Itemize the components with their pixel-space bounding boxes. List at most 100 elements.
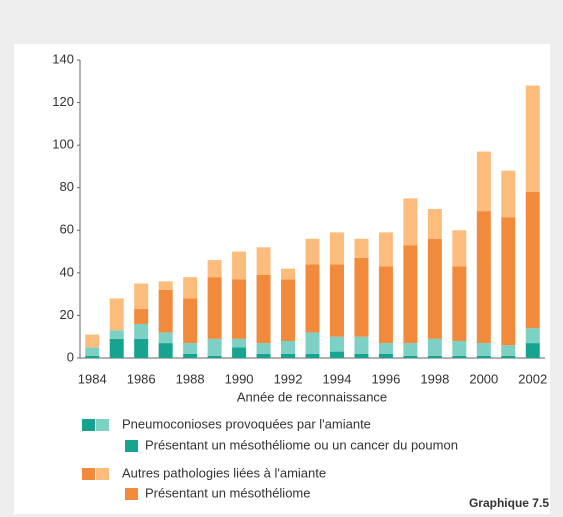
bar-segment (501, 217, 516, 346)
bar-segment (158, 281, 173, 290)
bar-segment (525, 343, 540, 358)
y-tick-label: 20 (60, 307, 74, 322)
y-tick-label: 60 (60, 222, 74, 237)
bar-segment (525, 328, 540, 344)
bar-segment (354, 238, 369, 258)
bar-segment (305, 332, 320, 354)
note: Graphique 7.5 (469, 496, 549, 510)
y-tick-label: 0 (67, 349, 74, 364)
bar-segment (305, 353, 320, 358)
bar-segment (134, 283, 149, 310)
bar-segment (85, 355, 100, 358)
bar-segment (183, 353, 198, 358)
bar-segment (378, 266, 393, 344)
bar-segment (256, 247, 271, 275)
bar-segment (183, 277, 198, 299)
bar-segment (232, 338, 247, 348)
legend-swatch (125, 440, 138, 452)
bar-segment (452, 355, 467, 358)
bar-segment (427, 209, 442, 239)
bar-segment (403, 245, 418, 344)
bar-segment (158, 289, 173, 333)
bar-segment (525, 191, 540, 329)
x-tick-label: 2002 (518, 371, 547, 386)
bar-segment (134, 323, 149, 339)
bar-segment (501, 170, 516, 218)
bar-segment (158, 332, 173, 344)
legend-label: Pneumoconioses provoquées par l'amiante (122, 416, 371, 431)
bar-segment (207, 355, 222, 358)
bar-segment (183, 298, 198, 344)
y-tick-label: 120 (52, 94, 74, 109)
bar-segment (207, 260, 222, 278)
bar-segment (305, 264, 320, 333)
x-axis-label: Année de reconnaissance (237, 389, 387, 404)
bar-segment (281, 340, 296, 354)
bar-segment (329, 232, 344, 265)
x-tick-label: 1990 (225, 371, 254, 386)
bar-segment (378, 353, 393, 358)
legend-swatch (125, 488, 138, 500)
bar-segment (183, 343, 198, 354)
legend-label: Autres pathologies liées à l'amiante (122, 465, 326, 480)
y-tick-label: 140 (52, 51, 74, 66)
bar-segment (501, 355, 516, 358)
bar-segment (109, 298, 124, 331)
bar-segment (476, 211, 491, 344)
bar-segment (354, 336, 369, 354)
bar-segment (329, 336, 344, 352)
bar-segment (329, 264, 344, 337)
x-tick-label: 1996 (371, 371, 400, 386)
legend-swatch (82, 468, 95, 480)
bar-segment (354, 353, 369, 358)
x-tick-label: 1994 (323, 371, 352, 386)
bar-segment (256, 274, 271, 344)
legend-label: Présentant un mésothéliome ou un cancer … (145, 437, 458, 452)
bar-segment (329, 351, 344, 358)
bar-segment (281, 353, 296, 358)
bar-segment (109, 338, 124, 358)
bar-segment (232, 347, 247, 358)
x-tick-label: 1984 (78, 371, 107, 386)
bar-segment (403, 198, 418, 246)
bar-segment (85, 334, 100, 348)
bar-segment (134, 309, 149, 324)
legend-swatch (96, 468, 109, 480)
bar-segment (476, 343, 491, 356)
legend-swatch (82, 419, 95, 431)
bar-segment (501, 345, 516, 356)
bar-segment (354, 257, 369, 337)
bar-segment (476, 355, 491, 358)
bar-segment (256, 353, 271, 358)
x-tick-label: 1998 (420, 371, 449, 386)
bar-segment (452, 230, 467, 267)
bar-segment (281, 279, 296, 341)
bar-segment (232, 251, 247, 280)
bar-segment (476, 151, 491, 212)
legend-swatch (96, 419, 109, 431)
bar-segment (427, 238, 442, 339)
bar-segment (378, 343, 393, 354)
bar-segment (207, 338, 222, 356)
bar-segment (452, 340, 467, 356)
x-tick-label: 1986 (127, 371, 156, 386)
bar-segment (134, 338, 149, 358)
bar-segment (525, 85, 540, 192)
bar-segment (158, 343, 173, 358)
y-tick-label: 100 (52, 137, 74, 152)
bar-segment (281, 268, 296, 280)
bar-segment (232, 279, 247, 339)
y-tick-label: 80 (60, 179, 74, 194)
bar-segment (378, 232, 393, 267)
bar-segment (427, 338, 442, 356)
bar-segment (403, 355, 418, 358)
x-tick-label: 1988 (176, 371, 205, 386)
bar-segment (427, 355, 442, 358)
bar-segment (305, 238, 320, 265)
legend-label: Présentant un mésothéliome (145, 485, 310, 500)
bar-segment (256, 343, 271, 354)
bar-segment (452, 266, 467, 341)
y-tick-label: 40 (60, 264, 74, 279)
x-tick-label: 1992 (274, 371, 303, 386)
